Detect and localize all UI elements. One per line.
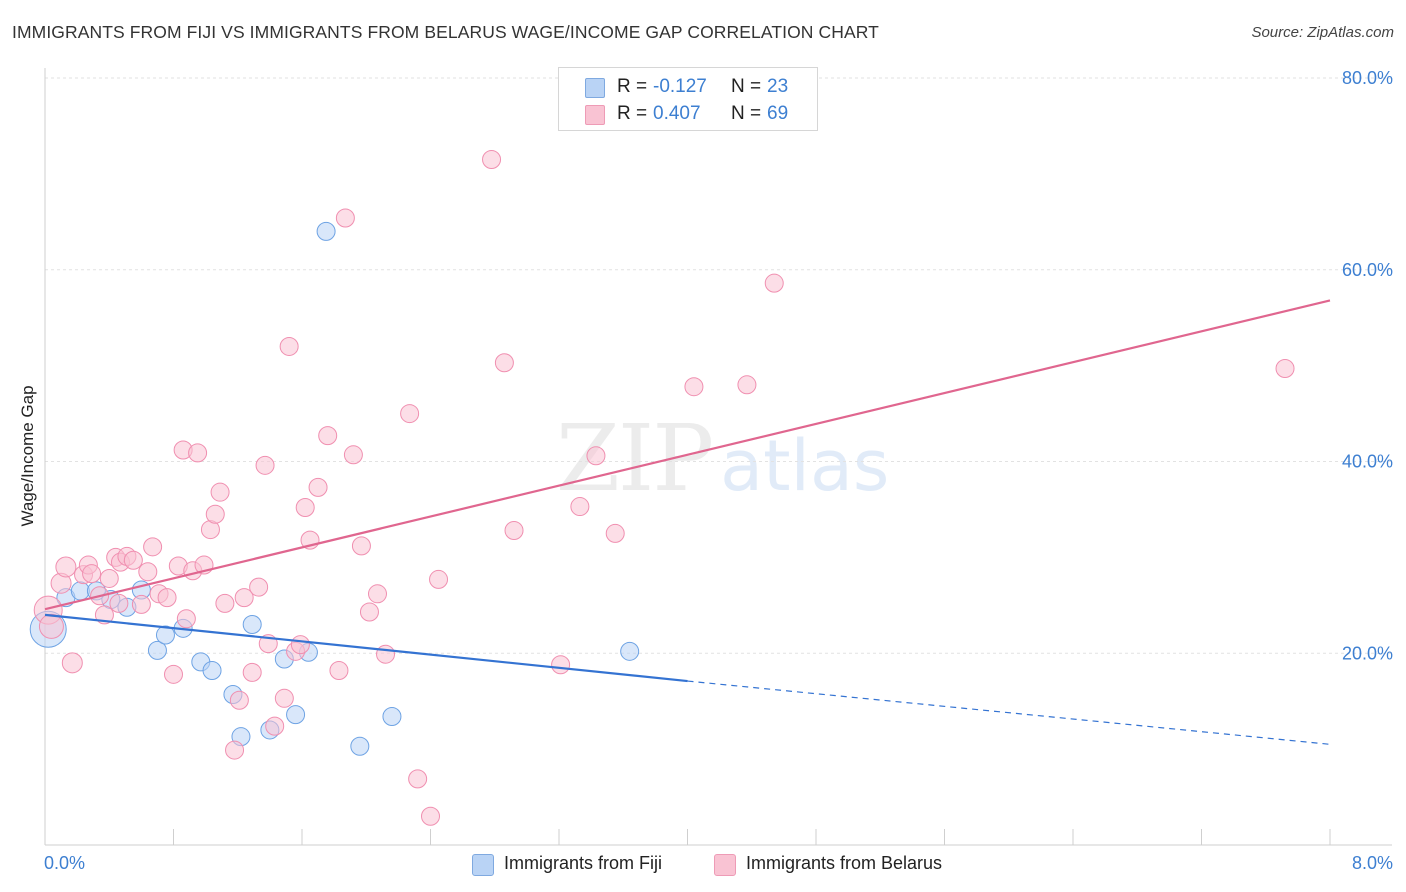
y-tick-label: 80.0% — [1342, 68, 1393, 88]
bottom-legend-belarus: Immigrants from Belarus — [714, 852, 984, 876]
belarus-point — [229, 690, 249, 710]
x-tick-label: 0.0% — [44, 853, 85, 873]
belarus-point — [255, 455, 275, 475]
legend-n-value-fiji: 23 — [767, 76, 789, 97]
belarus-point — [429, 569, 449, 589]
belarus-point — [308, 477, 328, 497]
belarus-point — [215, 593, 235, 613]
belarus-point — [494, 353, 514, 373]
y-tick-label: 20.0% — [1342, 643, 1393, 663]
belarus-point — [482, 149, 502, 169]
belarus-point — [61, 652, 83, 674]
belarus-point — [504, 521, 524, 541]
fiji-point — [620, 641, 640, 661]
legend-swatch-belarus — [585, 105, 605, 125]
belarus-point — [351, 536, 371, 556]
belarus-point — [55, 556, 77, 578]
belarus-point — [343, 445, 363, 465]
watermark-atlas: atlas — [720, 425, 890, 507]
bottom-legend-swatch-belarus — [714, 854, 736, 876]
bottom-legend-label-fiji: Immigrants from Fiji — [504, 853, 663, 873]
belarus-point — [570, 497, 590, 517]
belarus-point — [265, 716, 285, 736]
fiji-trend-line — [44, 613, 688, 683]
belarus-point — [318, 426, 338, 446]
belarus-point — [400, 404, 420, 424]
belarus-point — [234, 588, 254, 608]
belarus-point — [242, 662, 262, 682]
legend-r-value-fiji: -0.127 — [653, 76, 707, 97]
bottom-legend-label-belarus: Immigrants from Belarus — [746, 853, 943, 873]
fiji-point — [202, 661, 222, 681]
fiji-point — [382, 707, 402, 727]
belarus-point — [551, 655, 571, 675]
fiji-point — [147, 640, 167, 660]
belarus-point — [99, 568, 119, 588]
correlation-legend: R = -0.127 N = 23 R = 0.407 N = 69 — [558, 67, 818, 131]
watermark: ZIP atlas — [556, 405, 889, 512]
belarus-point — [274, 688, 294, 708]
legend-r-label: R = — [617, 76, 648, 97]
belarus-point — [210, 482, 230, 502]
source-label: Source: ZipAtlas.com — [1251, 24, 1394, 41]
fiji-point — [242, 614, 262, 634]
belarus-point — [279, 336, 299, 356]
belarus-point — [335, 208, 355, 228]
legend-n-label: N = — [731, 76, 762, 97]
belarus-point — [359, 602, 379, 622]
y-tick-label: 60.0% — [1342, 260, 1393, 280]
fiji-trend-extension — [687, 680, 1331, 745]
belarus-point — [188, 443, 208, 463]
belarus-point — [408, 769, 428, 789]
belarus-point — [94, 605, 114, 625]
x-tick-label: 8.0% — [1352, 853, 1393, 873]
belarus-trend-line — [44, 299, 1331, 611]
belarus-point — [131, 594, 151, 614]
belarus-point — [38, 613, 64, 639]
fiji-point — [286, 705, 306, 725]
belarus-point — [109, 593, 129, 613]
belarus-point — [143, 537, 163, 557]
belarus-point — [138, 562, 158, 582]
legend-n-value-belarus: 69 — [767, 103, 789, 124]
chart-title: IMMIGRANTS FROM FIJI VS IMMIGRANTS FROM … — [12, 22, 879, 42]
legend-swatch-fiji — [585, 78, 605, 98]
belarus-point — [421, 806, 440, 826]
bottom-legend-fiji: Immigrants from Fiji — [472, 852, 702, 876]
belarus-point — [764, 273, 784, 293]
belarus-point — [684, 377, 704, 397]
belarus-point — [164, 664, 183, 684]
belarus-point — [205, 504, 225, 524]
belarus-point — [1275, 359, 1295, 379]
y-tick-label: 40.0% — [1342, 452, 1393, 472]
fiji-point — [155, 625, 175, 645]
belarus-point — [82, 564, 102, 584]
belarus-point — [123, 550, 143, 570]
belarus-point — [376, 644, 396, 664]
belarus-point — [295, 498, 315, 518]
watermark-zip: ZIP — [556, 405, 714, 512]
fiji-point — [70, 581, 90, 601]
belarus-point — [249, 577, 269, 597]
belarus-point — [225, 740, 245, 760]
bottom-legend-swatch-fiji — [472, 854, 494, 876]
legend-r-label: R = — [617, 103, 648, 124]
fiji-point — [316, 221, 336, 241]
belarus-point — [586, 446, 606, 466]
fiji-point — [350, 736, 370, 756]
belarus-point — [290, 635, 310, 655]
belarus-point — [329, 661, 349, 681]
belarus-point — [605, 523, 625, 543]
belarus-point — [367, 584, 387, 604]
belarus-point — [176, 609, 196, 629]
legend-n-label: N = — [731, 103, 762, 124]
legend-r-value-belarus: 0.407 — [653, 103, 701, 124]
belarus-point — [737, 375, 757, 395]
belarus-point — [157, 588, 177, 608]
